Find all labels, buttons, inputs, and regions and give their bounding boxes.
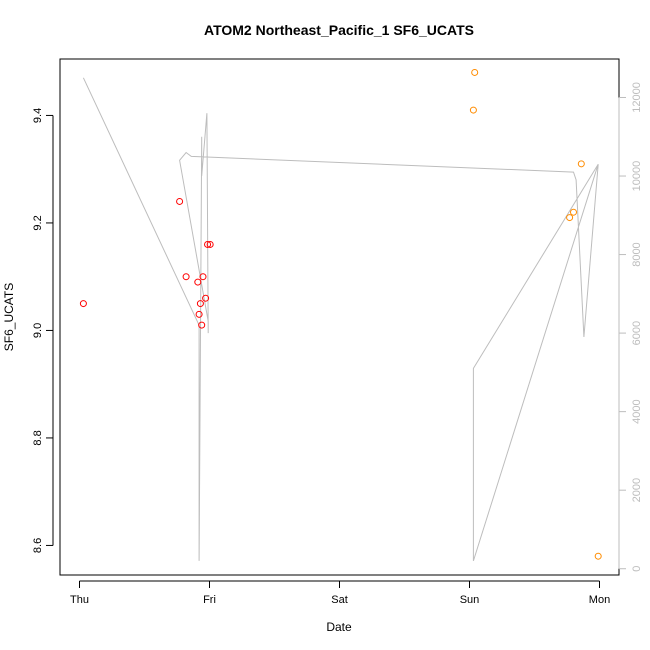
y2-tick-label: 0: [631, 566, 643, 572]
y-tick-label: 9.4: [32, 108, 44, 123]
data-point: [176, 197, 184, 205]
data-point: [198, 321, 206, 329]
y-tick-label: 9.2: [32, 215, 44, 230]
data-point: [469, 106, 477, 114]
y-tick-label: 8.8: [32, 430, 44, 445]
y-tick-label: 8.6: [32, 538, 44, 553]
data-point: [594, 552, 602, 560]
data-point: [196, 300, 204, 308]
y-tick-label: 9.0: [32, 323, 44, 338]
y2-tick-label: 6000: [631, 321, 643, 345]
chart-title: ATOM2 Northeast_Pacific_1 SF6_UCATS: [204, 22, 474, 38]
y2-tick-label: 8000: [631, 242, 643, 266]
data-point: [182, 273, 190, 281]
data-point: [202, 294, 210, 302]
data-point: [195, 310, 203, 318]
data-point: [79, 300, 87, 308]
y2-tick-label: 2000: [631, 478, 643, 502]
data-points: [79, 68, 602, 560]
x-tick-label: Mon: [589, 594, 610, 606]
x-tick-label: Sun: [460, 594, 480, 606]
data-point: [570, 208, 577, 216]
y2-axis: 0 2000 4000 6000 8000 10000 12000: [618, 82, 643, 572]
data-point: [566, 214, 574, 222]
x-axis-label: Date: [326, 620, 352, 634]
y2-tick-label: 12000: [631, 82, 643, 113]
data-point: [199, 273, 207, 281]
x-axis: Thu Fri Sat Sun Mon: [70, 580, 610, 606]
y2-tick-label: 4000: [631, 399, 643, 423]
y-axis-label: SF6_UCATS: [2, 283, 16, 351]
data-point: [206, 240, 214, 248]
y2-tick-label: 10000: [631, 161, 643, 192]
data-point: [471, 68, 479, 76]
x-tick-label: Fri: [203, 594, 216, 606]
plot-frame: [59, 58, 620, 576]
x-tick-label: Sat: [331, 594, 348, 606]
data-point: [194, 278, 202, 286]
x-tick-label: Thu: [70, 594, 89, 606]
data-point: [204, 240, 212, 248]
data-point: [577, 160, 585, 168]
altitude-line: [82, 77, 599, 562]
y-axis: 8.6 8.8 9.0 9.2 9.4: [32, 108, 54, 553]
altitude-series: [82, 77, 599, 562]
